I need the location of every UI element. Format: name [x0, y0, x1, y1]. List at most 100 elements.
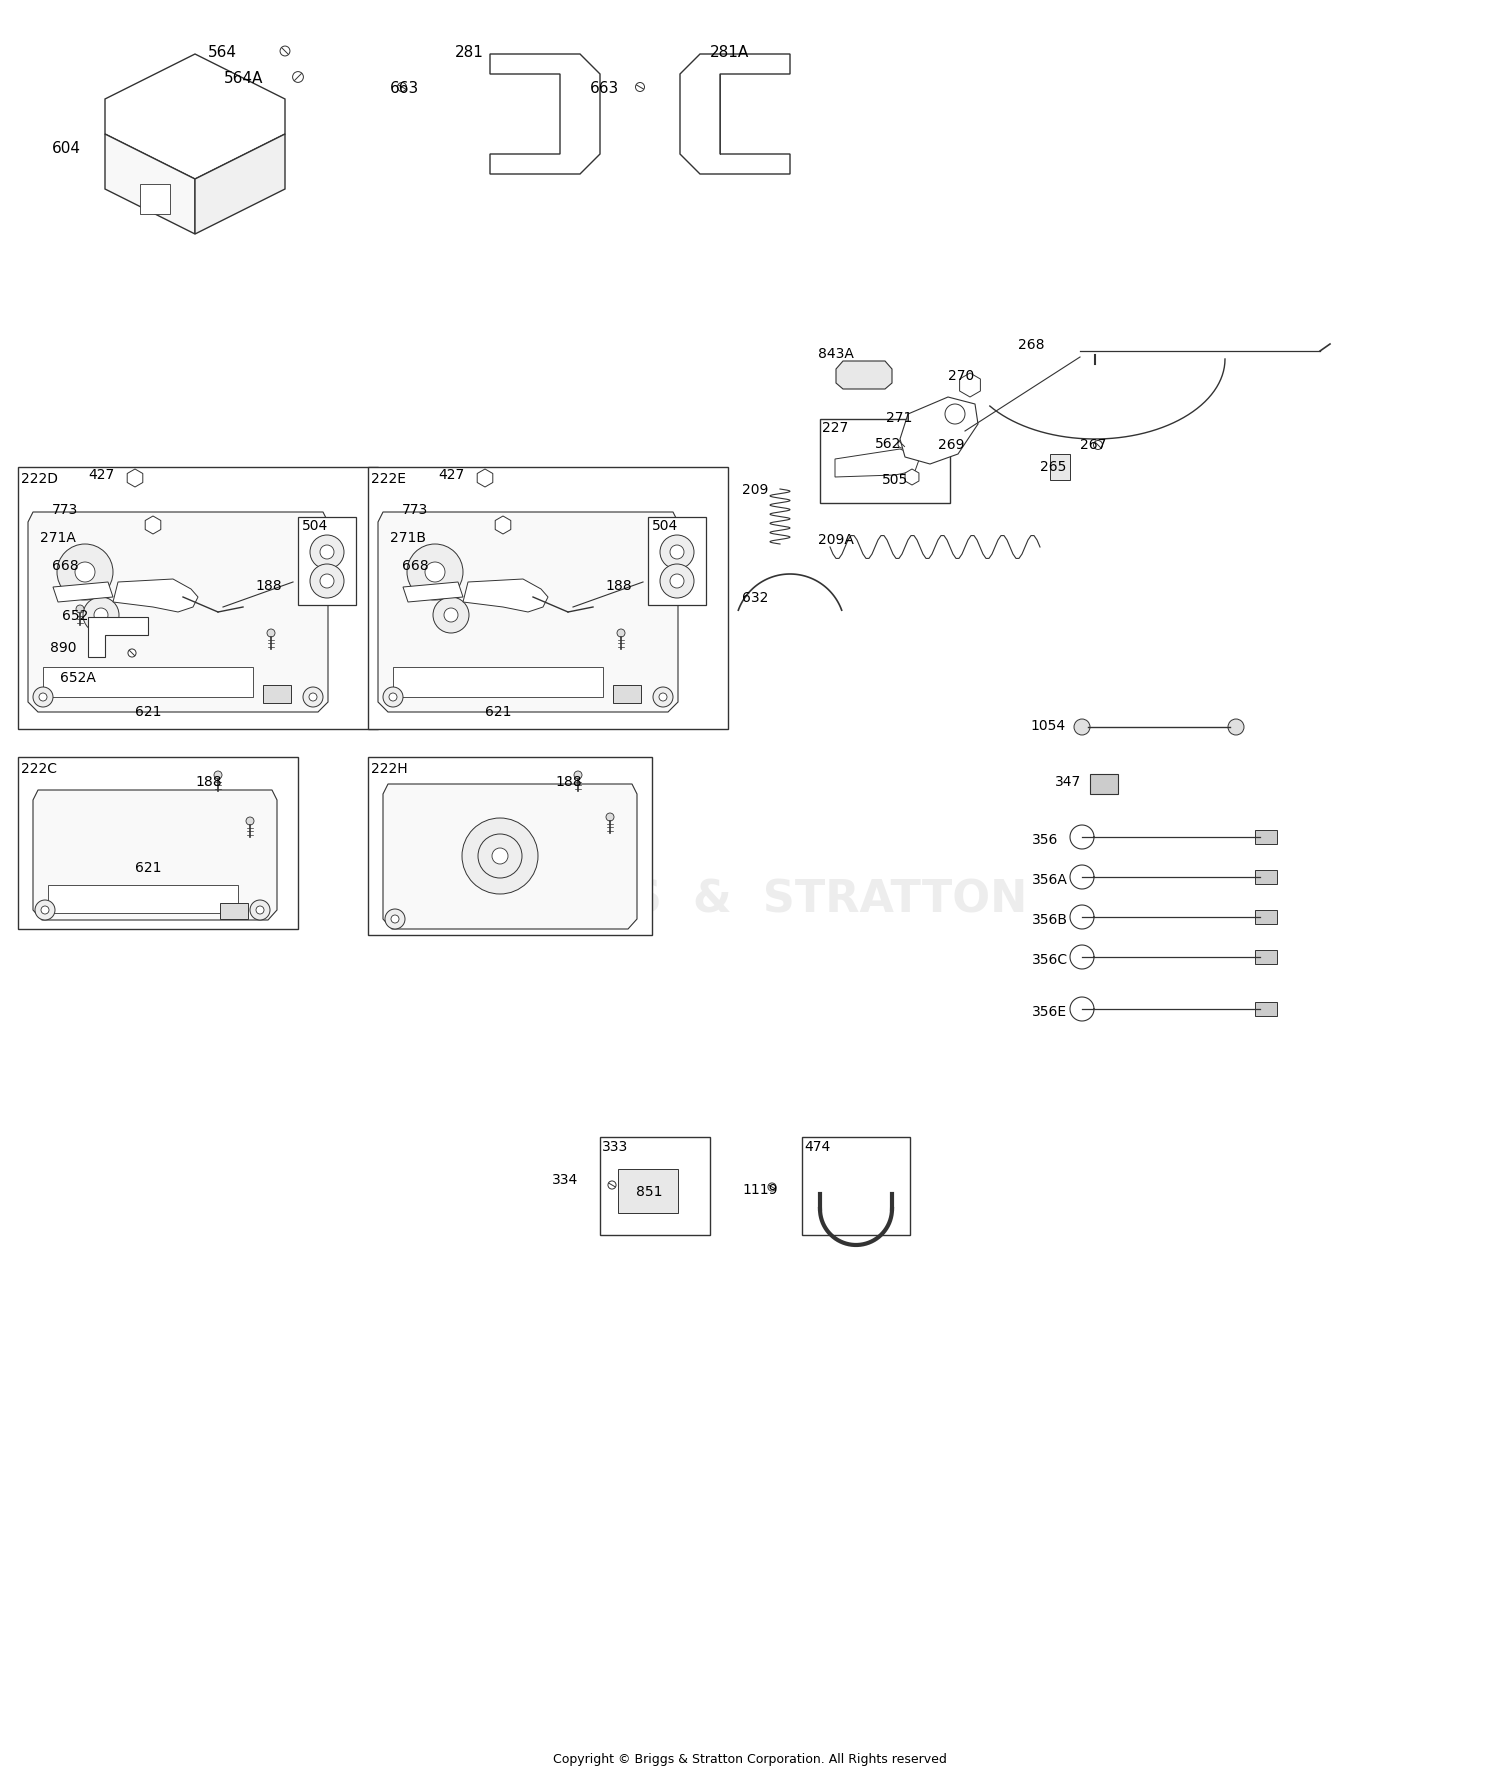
Circle shape: [898, 440, 906, 449]
Polygon shape: [836, 449, 920, 478]
Polygon shape: [88, 617, 148, 658]
Polygon shape: [900, 397, 978, 465]
Circle shape: [606, 814, 613, 821]
Text: 281: 281: [454, 45, 484, 59]
Text: 334: 334: [552, 1172, 579, 1186]
Polygon shape: [128, 471, 142, 488]
Circle shape: [82, 598, 118, 633]
Text: 621: 621: [484, 705, 512, 719]
Circle shape: [309, 694, 316, 701]
Bar: [618, 1170, 678, 1213]
Circle shape: [478, 834, 522, 878]
Text: 851: 851: [636, 1184, 663, 1199]
Circle shape: [462, 819, 538, 894]
Text: 356E: 356E: [1032, 1004, 1066, 1018]
Bar: [48, 886, 238, 914]
Text: 188: 188: [604, 578, 631, 592]
Text: 1054: 1054: [1030, 719, 1065, 732]
Polygon shape: [146, 517, 160, 535]
Text: 356A: 356A: [1032, 873, 1068, 887]
Circle shape: [1228, 719, 1244, 735]
Text: 281A: 281A: [710, 45, 750, 59]
Text: 188: 188: [195, 775, 222, 789]
Text: 562: 562: [874, 437, 902, 451]
Polygon shape: [680, 55, 790, 175]
Circle shape: [320, 574, 334, 589]
Circle shape: [660, 565, 694, 599]
Text: 271B: 271B: [390, 531, 426, 544]
Text: 356B: 356B: [1032, 912, 1068, 927]
Circle shape: [280, 47, 290, 57]
Bar: [648, 517, 706, 606]
Text: 356: 356: [1032, 832, 1059, 846]
Circle shape: [39, 694, 46, 701]
Circle shape: [34, 900, 56, 921]
Text: 652: 652: [62, 608, 88, 623]
Bar: [1256, 950, 1276, 964]
Text: 474: 474: [804, 1140, 831, 1154]
Text: 222C: 222C: [21, 762, 57, 776]
Text: 773: 773: [53, 503, 78, 517]
Polygon shape: [112, 580, 198, 612]
Text: 668: 668: [402, 558, 429, 572]
Circle shape: [636, 84, 645, 93]
Circle shape: [652, 687, 674, 708]
Polygon shape: [44, 667, 254, 698]
Circle shape: [486, 843, 514, 871]
Bar: [1256, 1002, 1276, 1016]
Polygon shape: [378, 513, 678, 712]
Bar: [614, 685, 640, 703]
Text: 621: 621: [135, 861, 162, 875]
Circle shape: [76, 606, 84, 614]
Bar: [220, 903, 248, 920]
Text: 268: 268: [1019, 338, 1044, 352]
Circle shape: [246, 818, 254, 825]
Bar: [600, 1138, 709, 1236]
Text: 773: 773: [402, 503, 429, 517]
Circle shape: [424, 564, 445, 583]
Text: 504: 504: [302, 519, 328, 533]
Text: 652A: 652A: [60, 671, 96, 685]
Circle shape: [392, 916, 399, 923]
Text: 188: 188: [555, 775, 582, 789]
Bar: [1256, 871, 1276, 884]
Circle shape: [574, 771, 582, 780]
Bar: [298, 517, 355, 606]
Circle shape: [292, 73, 303, 84]
Circle shape: [945, 404, 964, 424]
Text: 427: 427: [438, 467, 465, 481]
Circle shape: [608, 1181, 616, 1190]
Bar: [802, 1138, 910, 1236]
Bar: [18, 467, 378, 730]
Polygon shape: [404, 583, 464, 603]
Text: 209A: 209A: [818, 533, 854, 547]
Bar: [1050, 454, 1070, 481]
Bar: [18, 757, 298, 930]
Polygon shape: [33, 791, 278, 921]
Polygon shape: [28, 513, 328, 712]
Polygon shape: [393, 667, 603, 698]
Text: 270: 270: [948, 369, 975, 383]
Bar: [821, 420, 950, 504]
Text: 222E: 222E: [370, 472, 406, 487]
Polygon shape: [904, 471, 920, 487]
Text: 427: 427: [88, 467, 114, 481]
Text: 604: 604: [53, 140, 81, 156]
Text: 227: 227: [822, 420, 849, 435]
Bar: [368, 467, 728, 730]
Polygon shape: [105, 55, 285, 181]
Polygon shape: [382, 785, 638, 930]
Circle shape: [267, 630, 274, 637]
Polygon shape: [105, 134, 195, 234]
Circle shape: [320, 546, 334, 560]
Circle shape: [128, 649, 136, 658]
Text: 890: 890: [50, 640, 76, 655]
Text: 663: 663: [590, 81, 620, 95]
Bar: [262, 685, 291, 703]
Text: 663: 663: [390, 81, 418, 95]
Polygon shape: [53, 583, 112, 603]
Bar: [1256, 830, 1276, 844]
Polygon shape: [495, 517, 512, 535]
Text: 564A: 564A: [224, 70, 264, 86]
Text: 621: 621: [135, 705, 162, 719]
